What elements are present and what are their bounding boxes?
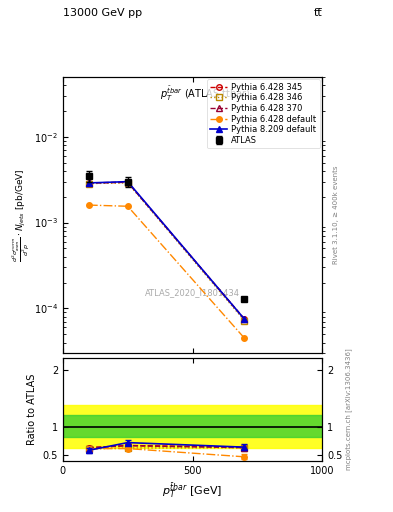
Pythia 6.428 370 — [86, 180, 91, 186]
Line: Pythia 8.209 default: Pythia 8.209 default — [86, 179, 247, 322]
Legend: Pythia 6.428 345, Pythia 6.428 346, Pythia 6.428 370, Pythia 6.428 default, Pyth: Pythia 6.428 345, Pythia 6.428 346, Pyth… — [207, 79, 320, 148]
Pythia 6.428 345 — [125, 179, 130, 185]
Y-axis label: Ratio to ATLAS: Ratio to ATLAS — [27, 374, 37, 445]
Pythia 8.209 default — [242, 316, 247, 322]
Y-axis label: $\frac{d^2\sigma^{norm}_{asm}}{d^2p} \cdot N_{jets}$ [pb/GeV]: $\frac{d^2\sigma^{norm}_{asm}}{d^2p} \cd… — [10, 168, 31, 262]
Text: 13000 GeV pp: 13000 GeV pp — [63, 8, 142, 18]
Y-axis label: mcplots.cern.ch [arXiv:1306.3436]: mcplots.cern.ch [arXiv:1306.3436] — [345, 349, 352, 471]
Pythia 6.428 346 — [86, 181, 91, 187]
Pythia 8.209 default — [125, 179, 130, 185]
Bar — [63, 415, 322, 437]
Pythia 6.428 346 — [242, 317, 247, 324]
Line: Pythia 6.428 346: Pythia 6.428 346 — [86, 180, 247, 324]
Text: ATLAS_2020_I1801434: ATLAS_2020_I1801434 — [145, 288, 240, 297]
Pythia 6.428 default — [125, 203, 130, 209]
X-axis label: $p^{\bar{t}bar{}}_T$ [GeV]: $p^{\bar{t}bar{}}_T$ [GeV] — [162, 481, 223, 500]
Line: Pythia 6.428 default: Pythia 6.428 default — [86, 202, 247, 341]
Text: tt̅: tt̅ — [314, 8, 322, 18]
Bar — [63, 405, 322, 449]
Pythia 6.428 370 — [125, 179, 130, 185]
Pythia 6.428 345 — [86, 180, 91, 186]
Pythia 6.428 345 — [242, 316, 247, 322]
Line: Pythia 6.428 345: Pythia 6.428 345 — [86, 180, 247, 322]
Line: Pythia 6.428 370: Pythia 6.428 370 — [86, 180, 247, 322]
Y-axis label: Rivet 3.1.10, ≥ 400k events: Rivet 3.1.10, ≥ 400k events — [332, 166, 338, 264]
Pythia 6.428 346 — [125, 180, 130, 186]
Pythia 6.428 default — [242, 335, 247, 341]
Pythia 8.209 default — [86, 180, 91, 186]
Pythia 6.428 370 — [242, 316, 247, 322]
Pythia 6.428 default — [86, 202, 91, 208]
Text: $p_T^{\bar{t}bar}$ (ATLAS ttbar): $p_T^{\bar{t}bar}$ (ATLAS ttbar) — [160, 85, 251, 103]
